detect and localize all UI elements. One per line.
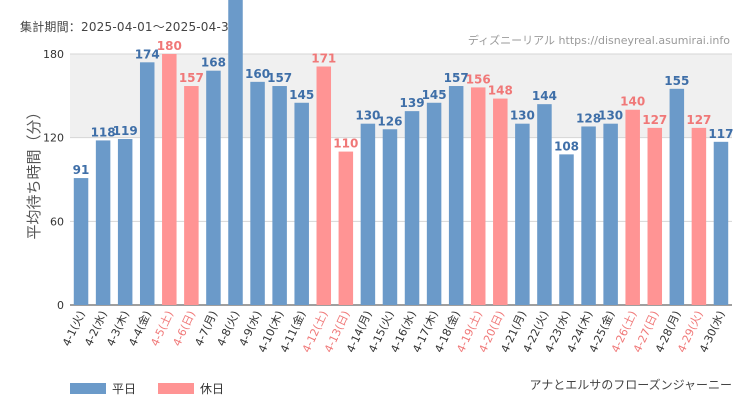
data-label: 91 [73, 163, 90, 177]
data-label: 127 [642, 113, 667, 127]
data-label: 139 [400, 96, 425, 110]
period-label: 集計期間：2025-04-01～2025-04-30 [20, 20, 237, 34]
data-label: 128 [576, 111, 601, 125]
data-label: 127 [686, 113, 711, 127]
data-label: 157 [267, 71, 292, 85]
bar [537, 104, 552, 305]
data-label: 145 [422, 88, 447, 102]
bar [559, 154, 574, 305]
bar [338, 151, 354, 305]
highlight-band [70, 53, 732, 138]
bar [316, 66, 332, 305]
bar [272, 86, 287, 306]
bar [647, 127, 663, 305]
data-label: 171 [311, 52, 336, 66]
data-label: 157 [179, 71, 204, 85]
bar [603, 123, 618, 306]
bar [493, 98, 508, 305]
bar [162, 53, 177, 305]
data-label: 140 [620, 95, 645, 109]
site-credit: ディズニーリアル https://disneyreal.asumirai.inf… [467, 34, 730, 47]
bar [448, 86, 464, 306]
bar [581, 126, 596, 305]
legend: 平日 休日 [70, 380, 224, 397]
data-label: 148 [488, 84, 513, 98]
data-label: 168 [201, 56, 226, 70]
bar [117, 139, 133, 305]
bar [691, 127, 707, 305]
bar [713, 141, 729, 305]
bar [625, 109, 640, 305]
bar [206, 70, 221, 306]
data-label: 157 [444, 71, 469, 85]
legend-weekday-label: 平日 [112, 382, 137, 396]
legend-holiday-label: 休日 [200, 382, 225, 396]
data-label: 130 [355, 109, 380, 123]
y-tick-label: 180 [43, 48, 64, 61]
bar [139, 62, 155, 305]
data-label: 119 [113, 124, 138, 138]
data-label: 110 [333, 137, 358, 151]
data-label: 160 [245, 67, 270, 81]
legend-holiday: 休日 [158, 380, 224, 397]
y-tick-label: 0 [57, 299, 64, 312]
bar [294, 102, 309, 306]
y-tick-label: 60 [50, 215, 64, 228]
bar [228, 0, 243, 305]
data-label: 180 [157, 39, 182, 53]
data-label: 126 [377, 114, 402, 128]
bar [360, 123, 376, 306]
data-label: 117 [708, 127, 733, 141]
bar [250, 81, 265, 305]
bar [426, 102, 442, 306]
legend-holiday-swatch [158, 383, 195, 394]
y-axis-label: 平均待ち時間（分） [25, 104, 43, 239]
data-label: 118 [91, 125, 116, 139]
data-label: 174 [135, 47, 160, 61]
bar [382, 129, 398, 305]
bar [184, 86, 199, 306]
data-label: 130 [510, 109, 535, 123]
legend-weekday-swatch [70, 383, 106, 394]
bar [95, 140, 111, 305]
bar [515, 123, 530, 306]
bar [73, 178, 89, 305]
data-label: 145 [289, 88, 314, 102]
data-label: 144 [532, 89, 557, 103]
bar [404, 111, 420, 305]
y-tick-label: 120 [43, 132, 64, 145]
bar [669, 88, 685, 305]
bar [470, 87, 486, 305]
data-label: 130 [598, 109, 623, 123]
data-label: 155 [664, 74, 689, 88]
data-label: 156 [466, 72, 491, 86]
data-label: 108 [554, 139, 579, 153]
legend-weekday: 平日 [70, 380, 136, 397]
attraction-name: アナとエルサのフローズンジャーニー [529, 378, 732, 392]
